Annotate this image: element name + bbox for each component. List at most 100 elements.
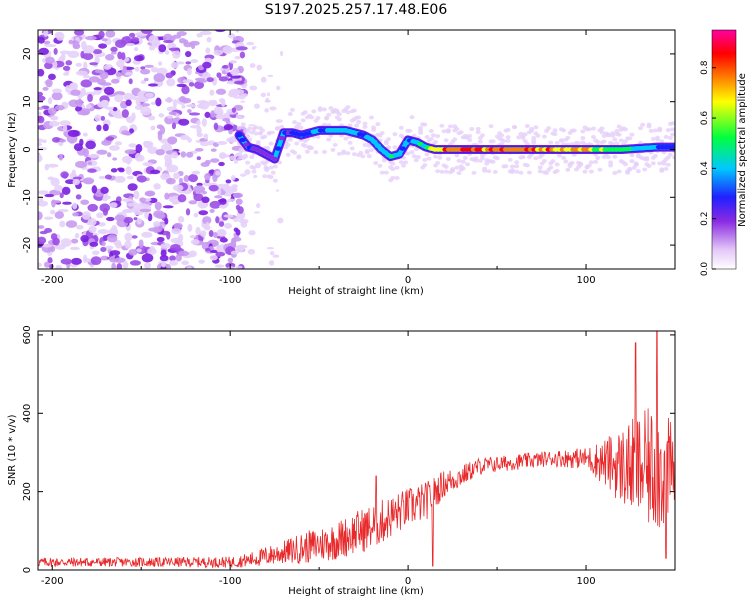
noise-blob [205, 47, 211, 54]
noise-blob [111, 225, 118, 234]
ridge-halo [279, 124, 285, 129]
noise-blob [229, 136, 238, 142]
ridge-halo [245, 160, 251, 165]
noise-blob [81, 40, 87, 50]
noise-blob [52, 88, 62, 94]
noise-blob [141, 253, 154, 263]
noise-blob [251, 46, 257, 49]
ridge-halo [450, 168, 456, 173]
noise-blob [98, 30, 105, 39]
noise-blob [115, 242, 123, 249]
noise-blob [87, 218, 97, 226]
ridge-halo [591, 126, 597, 131]
noise-blob [185, 208, 191, 216]
noise-blob [214, 264, 225, 268]
noise-blob [209, 208, 215, 214]
ridge-halo [499, 133, 505, 138]
noise-blob [114, 114, 125, 119]
top-x-tick-label: -100 [219, 275, 242, 286]
noise-blob [38, 47, 49, 56]
noise-blob [109, 202, 118, 208]
ridge-halo [650, 136, 656, 141]
ridge-halo [646, 164, 652, 169]
noise-blob [175, 113, 180, 118]
ridge-halo [456, 171, 462, 176]
ridge-halo [524, 163, 530, 168]
noise-blob [170, 61, 179, 69]
ridge-halo [251, 165, 257, 170]
ridge-halo [556, 153, 562, 158]
noise-blob [194, 147, 204, 152]
ridge-halo [516, 135, 522, 140]
noise-blob [165, 177, 176, 185]
ridge-halo [522, 139, 528, 144]
ridge-halo [364, 148, 370, 153]
noise-blob [172, 200, 179, 205]
ridge-halo [494, 156, 500, 161]
noise-blob [199, 30, 212, 36]
ridge-halo [565, 167, 571, 172]
noise-blob [185, 61, 192, 65]
noise-blob [39, 196, 44, 203]
noise-blob [182, 79, 194, 84]
ridge-halo [631, 165, 637, 170]
noise-blob [206, 77, 214, 83]
ridge-halo [242, 153, 248, 158]
ridge-halo [471, 170, 477, 175]
noise-blob [38, 153, 42, 162]
noise-blob [216, 72, 222, 78]
noise-blob [83, 254, 88, 263]
ridge-halo [548, 165, 554, 170]
ridge-halo [473, 156, 479, 161]
ridge-halo [445, 156, 451, 161]
ridge-halo [390, 161, 396, 166]
ridge-halo [548, 140, 554, 145]
noise-blob [98, 43, 108, 49]
ridge-halo [552, 128, 558, 133]
ridge-halo [665, 128, 671, 133]
bottom-x-tick-label: -200 [41, 576, 64, 587]
noise-blob [133, 55, 144, 62]
bottom-x-tick-label: -100 [219, 576, 242, 587]
ridge-halo [659, 139, 665, 144]
ridge-point [381, 150, 389, 155]
top-x-tick-label: -200 [41, 275, 64, 286]
noise-blob [240, 221, 248, 228]
noise-blob [50, 200, 62, 204]
noise-blob [87, 154, 100, 158]
noise-blob [276, 85, 281, 91]
noise-blob [60, 258, 73, 265]
ridge-point [278, 135, 285, 141]
top-x-tick-label: 0 [405, 275, 411, 286]
ridge-halo [623, 139, 629, 144]
noise-blob [105, 106, 114, 110]
ridge-halo [433, 139, 439, 144]
ridge-halo [514, 164, 520, 169]
noise-blob [153, 221, 161, 227]
noise-blob [53, 47, 58, 55]
ridge-halo [394, 165, 400, 170]
ridge-halo [550, 159, 556, 164]
noise-blob [100, 186, 109, 194]
noise-blob [213, 106, 221, 115]
ridge-halo [657, 161, 663, 166]
ridge-halo [315, 134, 321, 139]
ridge-halo [296, 121, 302, 126]
ridge-halo [465, 162, 471, 167]
ridge-halo [430, 133, 436, 138]
noise-blob [222, 46, 234, 54]
ridge-halo [509, 168, 515, 173]
noise-blob [39, 230, 48, 235]
ridge-halo [351, 152, 357, 157]
noise-blob [96, 124, 102, 132]
ridge-halo [482, 168, 488, 173]
noise-blob [253, 103, 260, 109]
bottom-y-axis-label: SNR (10 * v/v) [7, 414, 18, 485]
ridge-halo [294, 141, 300, 146]
ridge-halo [443, 169, 449, 174]
colorbar-axes: 0.0 0.2 0.4 0.6 0.8 [700, 60, 716, 276]
ridge-halo [518, 170, 524, 175]
noise-blob [219, 237, 228, 243]
ridge-halo [479, 156, 485, 161]
noise-blob [249, 63, 256, 68]
